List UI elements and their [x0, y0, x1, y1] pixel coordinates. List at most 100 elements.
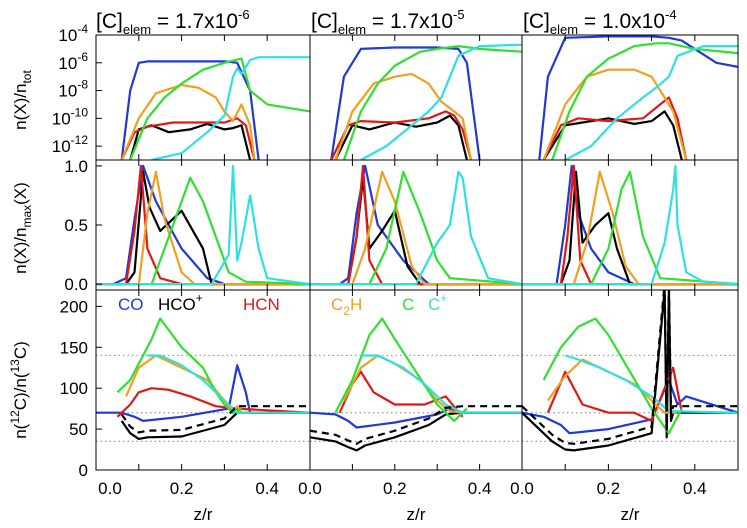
series-C+-line	[360, 43, 522, 160]
series-C-line	[542, 317, 683, 435]
xlabel: z/r	[407, 505, 426, 524]
series-C-line	[310, 170, 522, 286]
series-HCO+-line	[120, 411, 310, 440]
series-CO-line	[96, 364, 310, 422]
column-title-exponent: -6	[238, 7, 250, 22]
legend-label: C	[402, 295, 414, 314]
series-HCN-line	[120, 117, 256, 160]
ytick-label-abundance: 10-12	[52, 133, 89, 156]
ytick-base: 10	[58, 54, 77, 73]
series-CO-line	[522, 164, 738, 286]
series-C2H-line	[310, 170, 522, 286]
column-title-value: = 1.7x10	[366, 10, 453, 33]
ytick-exponent: -10	[71, 105, 89, 119]
series-CO-line	[96, 164, 310, 286]
xtick-label: 0.4	[683, 479, 707, 498]
x-axis-labels: z/r z/r z/r	[194, 505, 640, 524]
series-HCN-line	[542, 96, 688, 160]
xtick-label: 0.0	[98, 479, 122, 498]
ylabel-normalized: n(X)/nmax(X)	[11, 182, 34, 274]
column-title-prefix: [C]	[311, 10, 338, 33]
legend-item: CO	[118, 295, 144, 314]
xtick-label: 0.2	[170, 479, 194, 498]
ylabel-subscript: tot	[20, 70, 34, 84]
ytick-label-isotope_ratio: 0	[79, 461, 88, 480]
xtick-label: 0.0	[510, 479, 534, 498]
legend-label: C	[428, 295, 440, 314]
series-C+-line	[564, 44, 738, 160]
legend-label: HCO	[158, 295, 196, 314]
series-C+-line	[96, 164, 310, 286]
column-title-subscript: elem	[550, 22, 578, 37]
ytick-label-normalized: 1.0	[64, 157, 88, 176]
ytick-base: 10	[58, 26, 77, 45]
ytick-base: 10	[58, 82, 77, 101]
ytick-label-normalized: 0.0	[64, 275, 88, 294]
series-C-line	[334, 317, 468, 422]
panel-isotope_ratio-2	[310, 317, 522, 452]
column-title-prefix: [C]	[96, 10, 123, 33]
xtick-label: 0.4	[468, 479, 492, 498]
xtick-label: 0.2	[597, 479, 621, 498]
series-C-line	[129, 57, 310, 160]
series-HCO+-dashed-line	[120, 405, 310, 434]
legend-item: C+	[428, 291, 447, 314]
series-C2H-line	[522, 170, 738, 286]
series-HCO+-line	[334, 114, 468, 160]
column-title-value: = 1.7x10	[151, 10, 238, 33]
legend-item: HCO+	[158, 291, 203, 314]
series-C+-line	[147, 354, 310, 414]
ylabel-text: C)	[11, 341, 30, 359]
ytick-exponent: -4	[77, 22, 88, 36]
xtick-label: 0.4	[255, 479, 279, 498]
ylabel-superscript: 12	[8, 410, 22, 424]
legend-superscript: +	[440, 291, 447, 305]
series-C-line	[522, 170, 738, 286]
xlabel: z/r	[621, 505, 640, 524]
column-title: [C]elem = 1.7x10-5	[311, 7, 465, 37]
series-HCO+-line	[96, 170, 310, 286]
legend-label: C	[331, 295, 343, 314]
ylabel-isotope-ratio: n(12C)/n(13C)	[8, 341, 30, 439]
series-HCO+-line	[542, 110, 683, 160]
series-C2H-line	[96, 170, 310, 286]
series-C-line	[96, 176, 310, 286]
series-C+-line	[522, 164, 738, 286]
series-C2H-line	[542, 68, 688, 160]
series-C+-line	[151, 56, 310, 160]
series-HCO+-dashed-line	[310, 405, 522, 446]
column-title: [C]elem = 1.7x10-6	[96, 7, 250, 37]
legend-item: C	[402, 295, 414, 314]
series-C2H-line	[120, 83, 256, 160]
column-title: [C]elem = 1.0x10-4	[523, 7, 677, 37]
series-HCO+-dashed-line	[522, 290, 738, 445]
series-C2H-line	[124, 354, 243, 414]
y-tick-labels: 10-410-610-810-1010-121.00.50.0200150100…	[52, 22, 102, 480]
column-title-exponent: -4	[665, 7, 677, 22]
legend-subscript: 2	[343, 304, 350, 318]
ylabel-superscript: 13	[8, 359, 22, 373]
series-CO-line	[120, 60, 260, 160]
legend-label: H	[350, 295, 362, 314]
series-C2H-line	[334, 72, 473, 160]
ytick-exponent: -6	[77, 50, 88, 64]
series-HCN-line	[330, 110, 473, 160]
ylabel-abundance: n(X)/ntot	[11, 70, 34, 130]
series-CO-line	[330, 46, 481, 160]
ylabel-text: n(	[11, 423, 30, 438]
ytick-label-isotope_ratio: 50	[69, 420, 88, 439]
panel-isotope_ratio-1	[96, 317, 310, 442]
series-CO-line	[522, 378, 738, 435]
ytick-exponent: -8	[77, 78, 88, 92]
ytick-base: 10	[52, 109, 71, 128]
ylabel-text: n(X)/n	[11, 228, 30, 274]
ytick-base: 10	[52, 137, 71, 156]
panel-abundance-2	[330, 43, 522, 160]
ytick-label-isotope_ratio: 100	[60, 379, 88, 398]
ytick-label-abundance: 10-6	[58, 50, 88, 73]
ylabel-text: C)/n(	[11, 372, 30, 410]
ytick-exponent: -12	[71, 133, 89, 147]
ytick-label-normalized: 0.5	[64, 216, 88, 235]
